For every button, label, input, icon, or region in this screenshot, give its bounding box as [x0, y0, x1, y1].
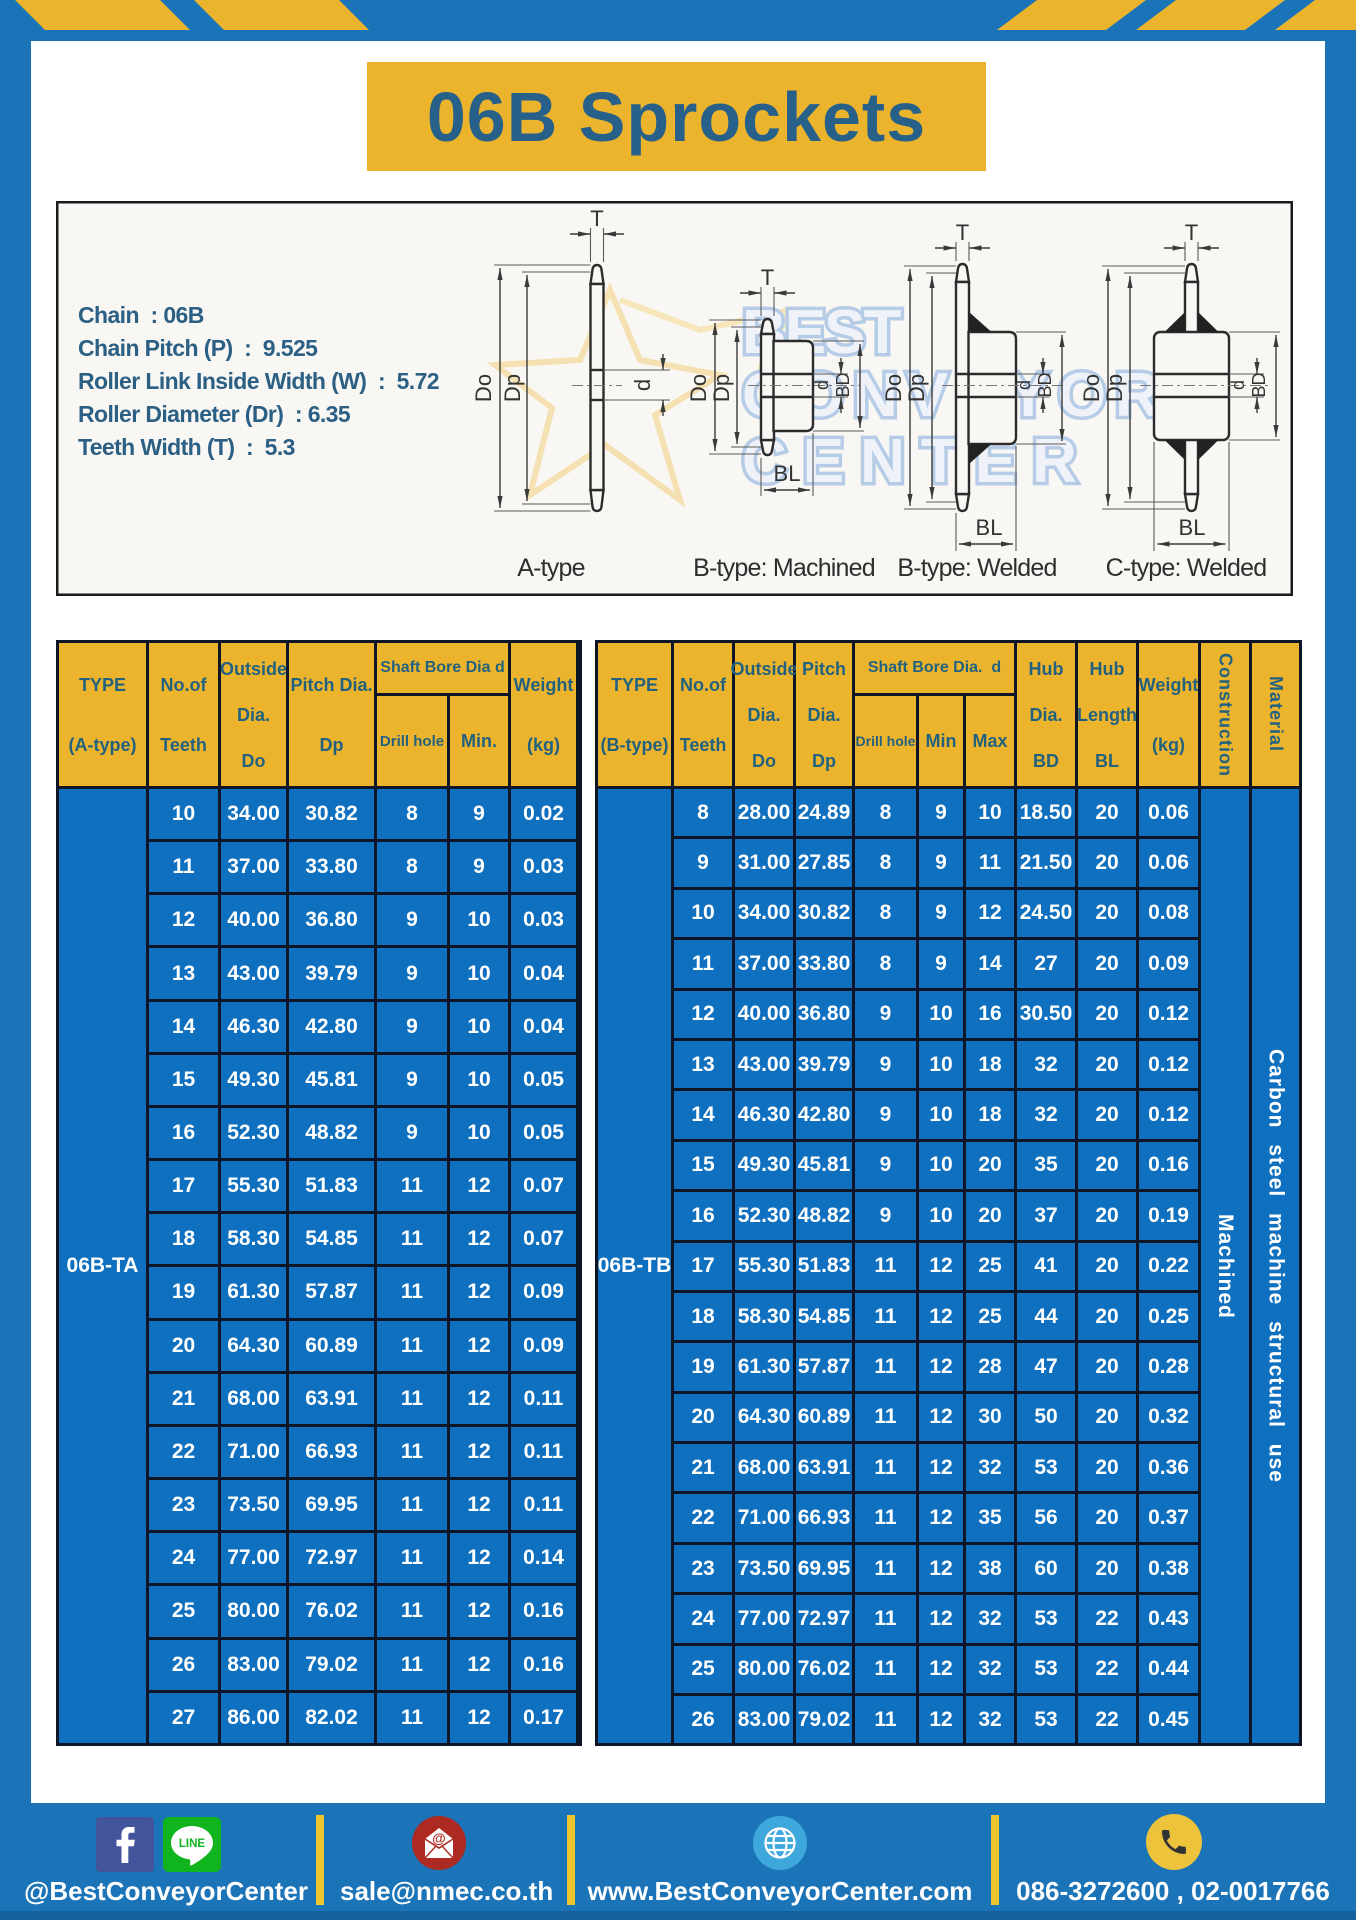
svg-text:T: T: [761, 265, 774, 290]
svg-text:Dp: Dp: [709, 374, 734, 402]
svg-text:T: T: [1185, 220, 1198, 245]
svg-text:Do: Do: [881, 374, 906, 402]
svg-text:BL: BL: [1179, 515, 1206, 540]
svg-text:Do: Do: [1079, 374, 1104, 402]
svg-text:A-type: A-type: [517, 554, 584, 582]
svg-text:BD: BD: [1035, 372, 1055, 397]
svg-text:Dp: Dp: [904, 374, 929, 402]
svg-text:BD: BD: [833, 372, 853, 397]
svg-text:Do: Do: [686, 374, 711, 402]
svg-text:@: @: [432, 1830, 446, 1846]
svg-text:BL: BL: [976, 515, 1003, 540]
svg-text:Do: Do: [471, 374, 496, 402]
svg-text:d: d: [1014, 380, 1034, 390]
svg-text:d: d: [812, 380, 832, 390]
svg-text:Dp: Dp: [500, 374, 525, 402]
svg-text:BL: BL: [774, 461, 801, 486]
svg-text:d: d: [630, 379, 655, 391]
svg-text:LINE: LINE: [179, 1838, 206, 1850]
svg-text:BD: BD: [1249, 372, 1269, 397]
svg-text:T: T: [956, 220, 969, 245]
svg-text:d: d: [1228, 380, 1248, 390]
svg-text:Dp: Dp: [1102, 374, 1127, 402]
svg-text:T: T: [590, 206, 603, 231]
svg-text:B-type: Welded: B-type: Welded: [897, 554, 1056, 582]
svg-text:B-type: Machined: B-type: Machined: [693, 554, 875, 582]
svg-text:C-type: Welded: C-type: Welded: [1106, 554, 1267, 582]
